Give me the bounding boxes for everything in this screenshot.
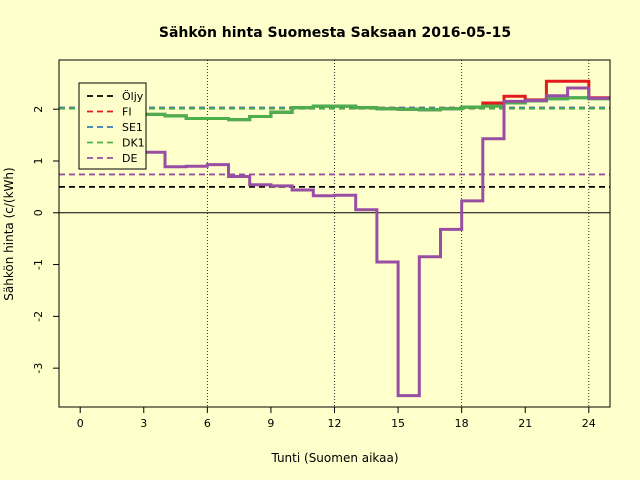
y-tick-label-2: -1 bbox=[32, 259, 45, 270]
x-tick-label-7: 21 bbox=[518, 417, 532, 430]
chart-title: Sähkön hinta Suomesta Saksaan 2016-05-15 bbox=[159, 25, 511, 41]
x-tick-label-0: 0 bbox=[77, 417, 84, 430]
legend-label-1: FI bbox=[122, 106, 132, 119]
x-tick-label-2: 6 bbox=[204, 417, 211, 430]
legend-label-4: DE bbox=[122, 152, 137, 165]
y-tick-label-1: -2 bbox=[32, 311, 45, 322]
x-tick-label-1: 3 bbox=[140, 417, 147, 430]
y-tick-label-0: -3 bbox=[32, 363, 45, 374]
x-axis-label: Tunti (Suomen aikaa) bbox=[270, 451, 398, 465]
x-tick-label-8: 24 bbox=[582, 417, 596, 430]
x-tick-label-6: 18 bbox=[455, 417, 469, 430]
x-tick-label-4: 12 bbox=[328, 417, 342, 430]
legend-label-3: DK1 bbox=[122, 137, 145, 150]
legend: Öljy FI SE1 DK1 DE bbox=[78, 82, 147, 170]
series-line-de bbox=[80, 86, 610, 398]
x-tick-label-5: 15 bbox=[391, 417, 405, 430]
y-axis-label: Sähkön hinta (c/(kWh) bbox=[2, 167, 16, 300]
legend-label-2: SE1 bbox=[122, 121, 143, 134]
y-tick-label-5: 2 bbox=[32, 106, 45, 113]
x-tick-label-3: 9 bbox=[267, 417, 274, 430]
legend-box bbox=[78, 82, 147, 170]
y-tick-label-3: 0 bbox=[32, 209, 45, 216]
legend-label-0: Öljy bbox=[122, 90, 144, 103]
y-tick-label-4: 1 bbox=[32, 157, 45, 164]
